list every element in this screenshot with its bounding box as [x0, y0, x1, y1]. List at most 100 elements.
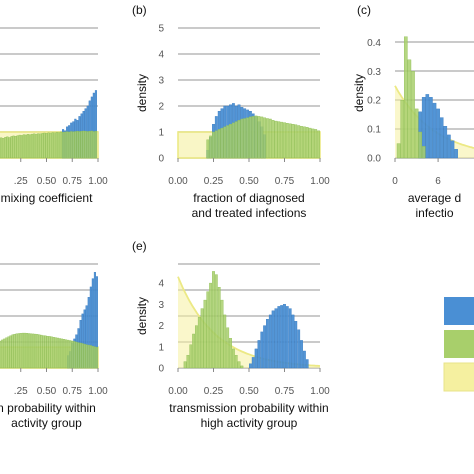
bar [407, 59, 412, 159]
bar [50, 336, 53, 369]
bar [234, 121, 238, 159]
panel-label: (b) [132, 3, 147, 17]
bar [69, 340, 72, 369]
bar [95, 347, 98, 369]
x-tick-label: 0.50 [37, 386, 57, 397]
bar [21, 332, 24, 369]
bar [29, 134, 32, 159]
bar [226, 125, 230, 159]
bar [78, 131, 81, 159]
bar [8, 137, 11, 159]
legend-swatch [444, 297, 474, 325]
bar [220, 299, 224, 369]
bar [51, 132, 54, 159]
y-tick-label: 0.3 [367, 67, 381, 78]
bar [285, 306, 289, 369]
y-tick-label: 2 [158, 321, 164, 332]
y-tick-label: 4 [158, 279, 164, 290]
x-tick-label: 1.00 [310, 176, 330, 187]
bar [271, 120, 275, 159]
bar [53, 132, 56, 159]
bar [17, 333, 20, 369]
bar [7, 336, 10, 369]
bar [26, 134, 30, 159]
bar [450, 140, 455, 159]
bar [24, 134, 28, 159]
bar [0, 137, 3, 159]
y-tick-label: 2 [158, 102, 164, 113]
bar [44, 335, 47, 369]
bar [59, 131, 62, 159]
bar [186, 355, 190, 369]
panel-a: .25 0.50 0.75 1.00 mixing coefficient [0, 27, 108, 205]
bar [429, 97, 433, 159]
bar [15, 333, 18, 369]
bar [231, 122, 235, 159]
x-tick-label: 0.75 [63, 386, 83, 397]
bar [414, 108, 419, 159]
bar [4, 136, 7, 159]
bar [206, 139, 210, 159]
bar [90, 130, 93, 159]
legend-swatch [443, 362, 474, 392]
bar [439, 117, 444, 159]
bar [49, 132, 52, 159]
x-tick-label: 6 [435, 176, 441, 187]
bar [25, 333, 29, 369]
bar [257, 116, 261, 159]
x-tick-label: 0.50 [239, 386, 259, 397]
x-tick-label: 0.75 [63, 176, 83, 187]
bar [240, 365, 244, 369]
x-tick-label: 0.50 [37, 176, 57, 187]
bar [268, 118, 272, 159]
x-tick-label: 0.75 [275, 386, 295, 397]
series-prior [396, 36, 426, 159]
bar [206, 291, 210, 369]
bar [45, 133, 48, 159]
bar [58, 338, 61, 369]
x-axis-label: transmission probability within [169, 401, 328, 415]
bar [260, 331, 264, 369]
bar [40, 334, 43, 369]
bar [303, 126, 306, 159]
x-axis-label: activity group [11, 416, 82, 430]
bar [12, 135, 15, 159]
x-tick-label: 1.00 [88, 386, 108, 397]
bar [38, 334, 41, 369]
series-posterior [248, 304, 309, 369]
bar [443, 125, 448, 159]
bar [23, 332, 26, 369]
bar [66, 131, 69, 159]
bar [37, 133, 40, 159]
bar [89, 345, 92, 369]
y-tick-label: 3 [158, 300, 164, 311]
x-axis-label: n probability within [0, 401, 96, 415]
x-axis-label: fraction of diagnosed [193, 191, 304, 205]
y-axis-label: density [352, 74, 366, 112]
bar [22, 134, 25, 159]
bar [85, 344, 88, 369]
bar [305, 127, 309, 159]
bar [83, 343, 86, 369]
y-tick-label: 1 [158, 342, 164, 353]
bar [317, 130, 320, 159]
bar [223, 314, 227, 369]
y-tick-label: 0 [158, 154, 164, 165]
bar [248, 363, 252, 369]
bar [47, 132, 50, 159]
bar [48, 336, 51, 369]
bar [300, 126, 303, 159]
bar [283, 304, 286, 369]
y-tick-label: 5 [158, 24, 164, 35]
bar [1, 339, 4, 369]
bar [93, 346, 96, 369]
bar [79, 342, 82, 369]
bar [197, 316, 201, 369]
bar [271, 310, 275, 369]
bar [75, 341, 78, 369]
bar [432, 102, 437, 159]
bar [229, 338, 232, 369]
bar [209, 282, 212, 369]
legend-swatch [444, 330, 474, 358]
bar [251, 357, 255, 369]
